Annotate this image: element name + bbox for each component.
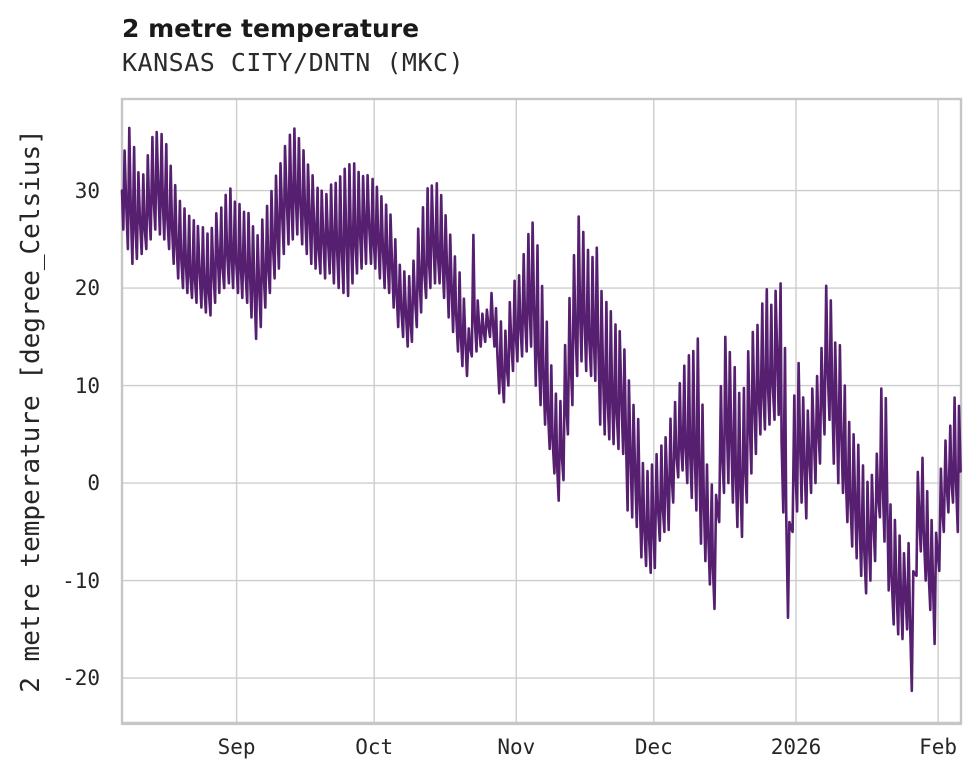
x-tick-label: Sep (217, 735, 256, 759)
y-tick-label: 0 (87, 471, 100, 496)
y-tick-label: -20 (62, 666, 100, 691)
chart-title: 2 metre temperature (122, 14, 420, 43)
x-tick-label: Dec (634, 735, 673, 759)
x-tick-label: Oct (355, 735, 394, 759)
y-tick-label: 30 (74, 178, 100, 203)
y-tick-label: 10 (74, 373, 100, 398)
y-tick-label: -10 (62, 568, 100, 593)
x-tick-label: Feb (919, 735, 958, 759)
x-tick-label: Nov (497, 735, 536, 759)
temperature-line (120, 126, 962, 693)
y-tick-label: 20 (74, 276, 100, 301)
x-tick-label: 2026 (770, 735, 822, 759)
chart-subtitle: KANSAS CITY/DNTN (MKC) (122, 48, 465, 77)
